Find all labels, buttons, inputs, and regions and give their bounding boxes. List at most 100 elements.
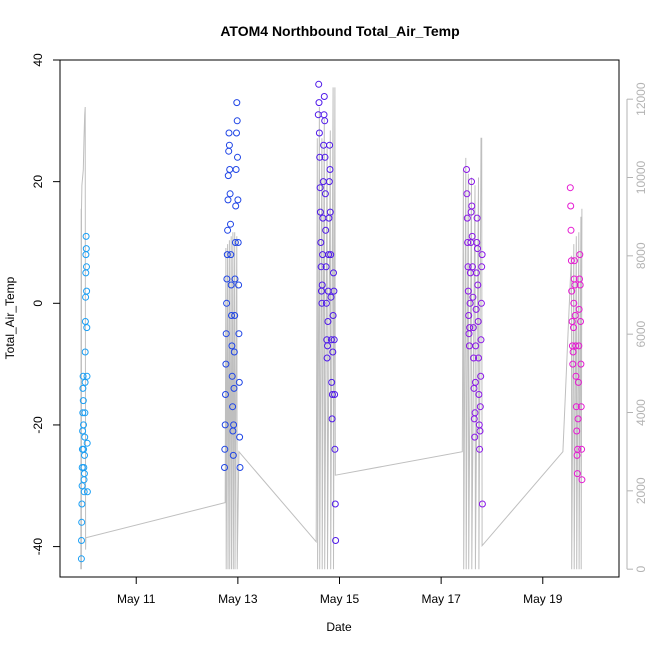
data-point [234,239,242,246]
data-point [315,129,323,137]
data-point [330,269,337,277]
data-point [224,172,232,180]
data-point [332,537,340,544]
data-point [325,178,333,186]
data-point [228,342,236,350]
data-point [319,214,327,222]
data-point [231,312,239,319]
x-tick-label: May 15 [320,592,360,606]
data-point [476,445,484,453]
data-point [231,275,239,283]
data-point [82,245,90,253]
x-axis-label: Date [326,620,352,634]
data-point [320,111,328,119]
data-point [578,445,586,453]
data-point [472,305,480,313]
y-tick-label: -20 [31,416,45,434]
data-point [476,427,484,435]
data-point [235,330,243,338]
data-point [572,403,580,411]
y2-tick-label: 4000 [634,399,648,426]
data-point [78,482,86,490]
data-point [463,190,471,198]
data-point [469,324,477,332]
data-point [318,299,326,307]
points-layer [77,80,586,563]
data-point [236,464,244,471]
data-point [567,202,575,210]
data-point [78,500,86,508]
data-point [83,439,91,447]
data-point [78,518,86,526]
data-point [323,354,331,362]
data-point [464,287,472,295]
data-point [574,415,582,423]
data-point [469,293,477,301]
data-point [571,312,579,319]
data-point [465,330,473,338]
data-point [328,415,336,423]
x-tick-label: May 17 [421,592,461,606]
data-point [78,537,85,544]
data-point [234,153,241,161]
x-tick-label: May 11 [117,592,156,606]
data-point [573,427,581,435]
data-point [326,141,334,149]
data-point [575,305,583,313]
data-point [569,348,577,356]
data-point [222,360,230,368]
data-point [468,178,475,186]
data-point [321,153,329,161]
data-point [236,433,244,441]
y2-tick-label: 10000 [634,160,648,194]
data-point [570,324,577,332]
data-point [77,555,85,563]
altitude-line [80,87,583,570]
y2-axis: 0 2000 4000 6000 8000 10000 12000 [626,82,648,573]
data-point [577,403,585,411]
data-point [232,166,240,173]
data-point [235,378,243,386]
y-tick-label: 20 [31,175,45,189]
data-point [463,166,470,173]
data-point [79,409,87,417]
data-point [221,464,228,471]
data-point [222,330,230,338]
data-point [477,336,485,344]
data-point [230,348,238,356]
data-point [472,342,480,350]
data-point [473,214,481,222]
data-point [83,372,91,380]
data-point [227,251,235,259]
data-point [79,397,87,405]
x-axis: May 11 May 13 May 15 May 17 May 19 [117,576,563,606]
data-point [331,445,339,453]
data-point [79,372,87,380]
data-point [474,318,482,325]
y2-tick-label: 12000 [634,82,648,116]
data-point [322,299,330,307]
data-point [234,196,242,204]
data-point [228,312,235,319]
data-point [82,251,90,259]
data-point [464,239,472,246]
data-point [318,281,326,289]
data-point [465,312,473,319]
data-point [80,488,88,496]
data-point [315,99,323,107]
data-point [472,269,480,277]
data-point [80,421,87,429]
data-point [221,421,229,429]
data-point [228,372,236,380]
data-point [231,239,239,246]
data-point [476,403,484,411]
data-point [230,421,238,429]
data-point [576,251,584,259]
data-point [328,378,336,386]
data-point [329,312,337,319]
data-point [566,184,574,192]
y-tick-label: 40 [31,53,45,67]
data-point [82,232,90,240]
data-point [470,354,478,362]
y-axis: -40 -20 0 20 40 [31,53,61,555]
